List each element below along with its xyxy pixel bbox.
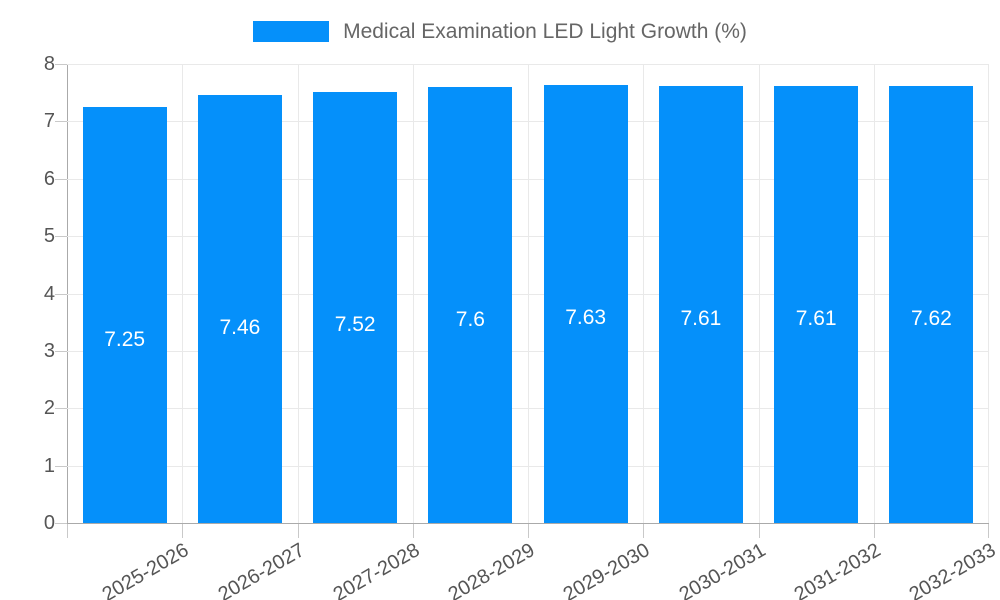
y-tick-mark xyxy=(55,350,67,352)
y-tick-label: 3 xyxy=(43,339,55,362)
legend-color-swatch-icon xyxy=(253,20,330,42)
x-tick-label: 2031-2032 xyxy=(790,539,885,600)
bar[interactable]: 7.63 xyxy=(543,85,628,523)
y-tick-label: 1 xyxy=(43,454,55,477)
chart-legend: Medical Examination LED Light Growth (%) xyxy=(0,14,1000,48)
bar[interactable]: 7.6 xyxy=(428,86,513,523)
x-axis-baseline xyxy=(67,523,989,524)
x-tick-mark xyxy=(643,524,644,538)
y-tick-mark xyxy=(55,523,67,524)
y-tick-label: 5 xyxy=(43,225,55,248)
bar-value-label: 7.61 xyxy=(795,307,837,331)
bar-value-label: 7.52 xyxy=(334,312,376,336)
gridline-vertical xyxy=(988,64,989,523)
bar-value-label: 7.62 xyxy=(910,306,952,330)
bar-value-label: 7.61 xyxy=(680,307,722,331)
x-tick-mark xyxy=(874,524,875,538)
bar-value-label: 7.25 xyxy=(104,328,146,352)
gridline-vertical xyxy=(413,64,414,523)
bar[interactable]: 7.61 xyxy=(774,86,859,523)
y-tick-label: 7 xyxy=(43,110,55,133)
y-tick-label: 0 xyxy=(43,512,55,534)
gridline-vertical xyxy=(528,64,529,523)
x-tick-label: 2030-2031 xyxy=(675,539,769,600)
x-tick-mark xyxy=(67,524,68,538)
x-tick-mark xyxy=(528,524,529,538)
x-tick-mark xyxy=(988,524,989,538)
bar[interactable]: 7.61 xyxy=(658,86,743,523)
y-tick-label: 8 xyxy=(43,53,55,75)
y-tick-mark xyxy=(55,64,67,65)
gridline-vertical xyxy=(182,64,183,523)
x-tick-label: 2026-2027 xyxy=(214,539,308,600)
plot-area: 7.25 7.46 7.52 7.6 7.63 7.61 7.61 7.62 xyxy=(67,64,989,524)
bar-value-label: 7.63 xyxy=(565,306,607,330)
bar[interactable]: 7.25 xyxy=(82,107,167,523)
x-tick-mark xyxy=(182,524,183,538)
x-tick-label: 2032-2033 xyxy=(905,539,1000,600)
y-tick-label: 2 xyxy=(43,397,55,420)
x-tick-mark xyxy=(298,524,299,538)
y-tick-mark xyxy=(55,178,67,180)
x-tick-mark xyxy=(413,524,414,538)
x-tick-label: 2028-2029 xyxy=(444,539,539,600)
gridline-vertical xyxy=(874,64,875,523)
y-tick-mark xyxy=(55,408,67,410)
y-tick-label: 6 xyxy=(43,167,55,190)
y-axis-ticks: 0 1 2 3 4 5 6 7 8 xyxy=(0,54,67,533)
legend-item-label: Medical Examination LED Light Growth (%) xyxy=(343,19,747,43)
y-tick-mark xyxy=(55,465,67,467)
legend-item[interactable]: Medical Examination LED Light Growth (%) xyxy=(253,19,747,43)
x-tick-label: 2025-2026 xyxy=(98,539,193,600)
y-tick-mark xyxy=(55,236,67,238)
x-tick-mark xyxy=(759,524,760,538)
gridline-vertical xyxy=(759,64,760,523)
x-tick-label: 2029-2030 xyxy=(559,539,654,600)
bar[interactable]: 7.46 xyxy=(197,94,282,523)
gridline-vertical xyxy=(298,64,299,523)
y-tick-mark xyxy=(55,293,67,295)
y-tick-mark xyxy=(55,121,67,123)
x-tick-label: 2027-2028 xyxy=(329,539,424,600)
bar[interactable]: 7.62 xyxy=(889,85,974,523)
bar[interactable]: 7.52 xyxy=(313,91,398,523)
gridline-vertical xyxy=(643,64,644,523)
bar-value-label: 7.6 xyxy=(455,307,485,331)
bar-value-label: 7.46 xyxy=(219,315,261,339)
y-tick-label: 4 xyxy=(43,282,55,305)
